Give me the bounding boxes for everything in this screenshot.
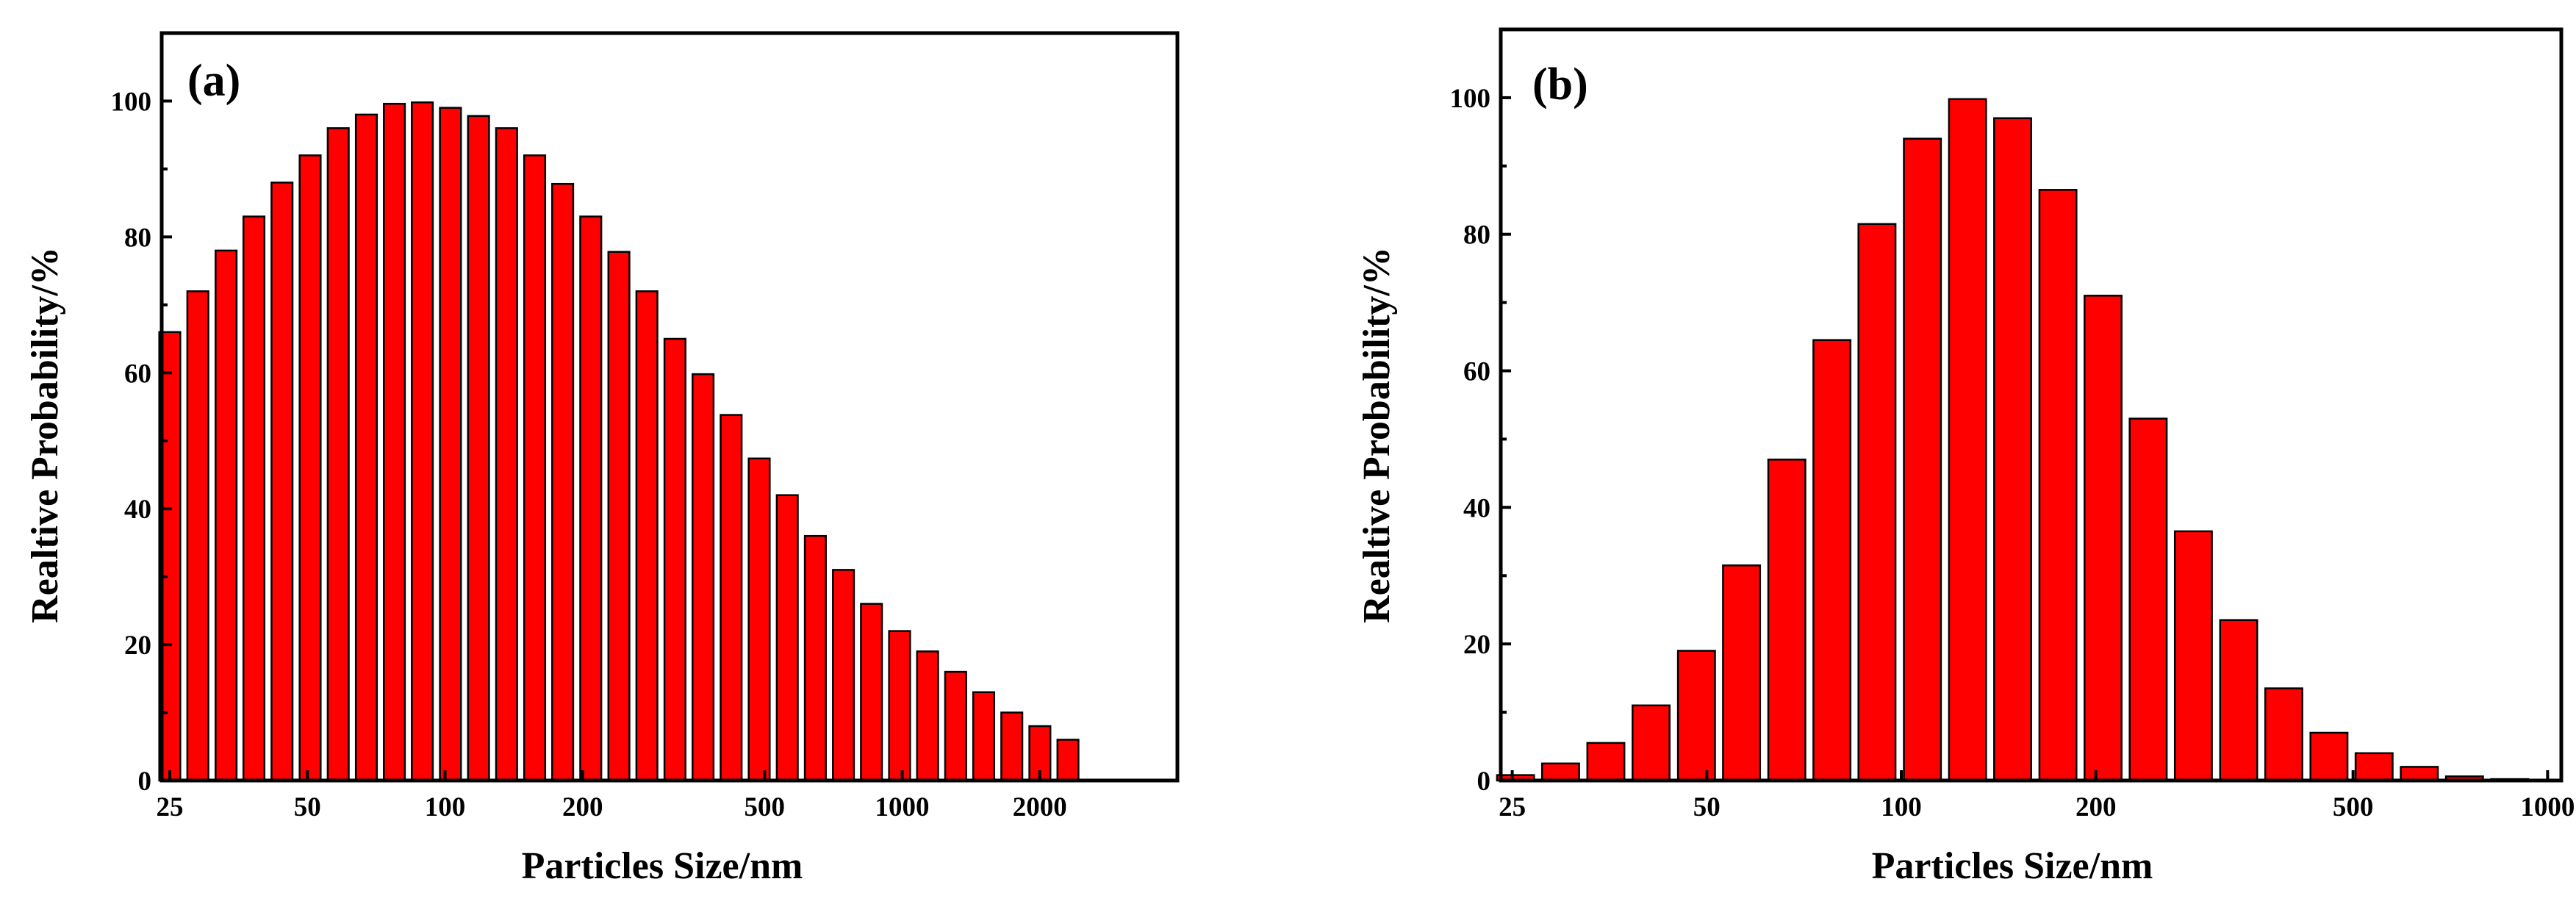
panel-b-x-axis: 25 50 100 200 500 1000 <box>1499 770 2575 822</box>
panel-a-bar <box>270 182 294 782</box>
panel-a-bar <box>439 107 462 782</box>
panel-a-y-tick-label: 0 <box>138 767 152 797</box>
panel-a-bar <box>1000 711 1024 782</box>
panel-a-x-tick-label: 50 <box>294 792 321 822</box>
panel-b-bar <box>2173 530 2213 782</box>
panel-b-x-tick-label: 25 <box>1499 792 1526 822</box>
panel-b-bar <box>1722 564 1762 782</box>
panel-b-y-tick-label: 40 <box>1463 493 1490 523</box>
panel-a-bar <box>186 290 209 782</box>
panel-b-y-tick-label: 20 <box>1463 630 1490 660</box>
panel-b-bar <box>2038 189 2078 782</box>
panel-b-y-tick-label: 100 <box>1450 84 1491 114</box>
panel-b-x-axis-title: Particles Size/nm <box>1872 845 2153 887</box>
panel-a-bar <box>944 670 967 782</box>
panel-b-bars <box>1496 98 2530 782</box>
panel-b-bar <box>2309 731 2349 782</box>
panel-a-plot-frame <box>159 31 1180 783</box>
panel-b-bar <box>1586 742 1626 782</box>
panel-b-x-tick-label: 200 <box>2075 792 2117 822</box>
panel-a-bar <box>467 115 490 782</box>
panel-a-bar <box>860 603 883 782</box>
panel-b-y-tick-label: 60 <box>1463 357 1490 387</box>
panel-b-plot-frame <box>1499 27 2564 783</box>
panel-a-bar <box>607 251 631 782</box>
panel-a-x-axis: 25 50 100 200 500 1000 2000 <box>157 770 1067 822</box>
panel-b-bar <box>1812 339 1852 782</box>
panel-a-bar <box>720 414 743 782</box>
panel-b-bar <box>1676 650 1716 782</box>
panel-b: (b) Particles Size/nm Realtive Probabili… <box>1356 27 2575 887</box>
panel-b-x-tick-label: 1000 <box>2520 792 2575 822</box>
panel-a-bar <box>747 457 771 782</box>
panel-a-bar <box>411 101 434 782</box>
panel-b-y-tick-label: 0 <box>1477 767 1491 797</box>
panel-a-y-tick-label: 20 <box>124 631 151 661</box>
panel-b-bar <box>2354 752 2394 782</box>
panel-a-bar <box>803 534 827 782</box>
panel-a-bar <box>383 102 406 782</box>
panel-a-bar <box>1056 739 1080 782</box>
panel-a-label: (a) <box>187 56 240 106</box>
panel-b-y-tick-label: 80 <box>1463 220 1490 251</box>
panel-a-x-tick-label: 500 <box>745 792 786 822</box>
panel-b-bar <box>2128 417 2168 782</box>
panel-b-bar <box>1948 98 1987 782</box>
panel-a-x-tick-label: 200 <box>562 792 603 822</box>
panel-a-y-tick-label: 40 <box>124 495 151 525</box>
panel-a-bar <box>326 127 350 782</box>
panel-a-x-tick-label: 25 <box>157 792 184 822</box>
panel-a-x-tick-label: 2000 <box>1013 792 1067 822</box>
panel-b-x-tick-label: 100 <box>1881 792 1922 822</box>
panel-b-y-axis: 0 20 40 60 80 100 <box>1450 28 1511 797</box>
panel-a-bar <box>495 127 518 782</box>
panel-a-bar <box>354 113 378 782</box>
panel-b-y-axis-title: Realtive Probability/% <box>1356 247 1398 623</box>
panel-a-y-tick-label: 80 <box>124 223 151 253</box>
panel-a-bar <box>888 630 911 782</box>
panel-b-bar <box>1632 704 1671 782</box>
panel-a-bar <box>916 650 939 782</box>
panel-a-x-tick-label: 100 <box>425 792 466 822</box>
panel-b-bar <box>1903 137 1942 782</box>
panel-a-bar <box>663 337 686 782</box>
panel-b-x-tick-label: 50 <box>1693 792 1721 822</box>
panel-b-bar <box>2264 687 2303 782</box>
panel-a-bar <box>242 215 266 782</box>
panel-a-bar <box>692 373 715 782</box>
panel-a-bar <box>215 249 238 782</box>
panel-a-bar <box>551 182 575 782</box>
panel-b-label: (b) <box>1532 60 1588 110</box>
panel-b-bar <box>1540 762 1580 782</box>
panel-a: (a) Particles Size/nm Realtive Probabili… <box>24 31 1180 887</box>
panel-a-bar <box>523 154 547 782</box>
panel-a-bar <box>832 569 855 782</box>
panel-a-y-tick-label: 100 <box>111 87 152 117</box>
panel-a-x-tick-label: 1000 <box>875 792 930 822</box>
panel-a-y-axis-title: Realtive Probability/% <box>24 247 66 623</box>
panel-a-bar <box>635 290 659 782</box>
panel-b-bar <box>1767 459 1807 782</box>
panel-a-x-axis-title: Particles Size/nm <box>522 845 803 887</box>
panel-a-bar <box>298 154 322 782</box>
panel-b-x-tick-label: 500 <box>2333 792 2374 822</box>
panel-a-bar <box>775 494 799 782</box>
panel-a-bar <box>579 215 603 782</box>
panel-b-bar <box>1993 117 2032 782</box>
panel-b-bar <box>1857 223 1897 782</box>
panel-a-bar <box>972 691 996 782</box>
panel-b-bar <box>2219 619 2259 782</box>
panel-a-y-tick-label: 60 <box>124 359 151 389</box>
panel-b-bar <box>2400 766 2439 782</box>
panel-b-bar <box>2084 295 2123 782</box>
panel-a-bars <box>158 101 1080 782</box>
panel-a-y-axis: 0 20 40 60 80 100 <box>111 32 172 797</box>
